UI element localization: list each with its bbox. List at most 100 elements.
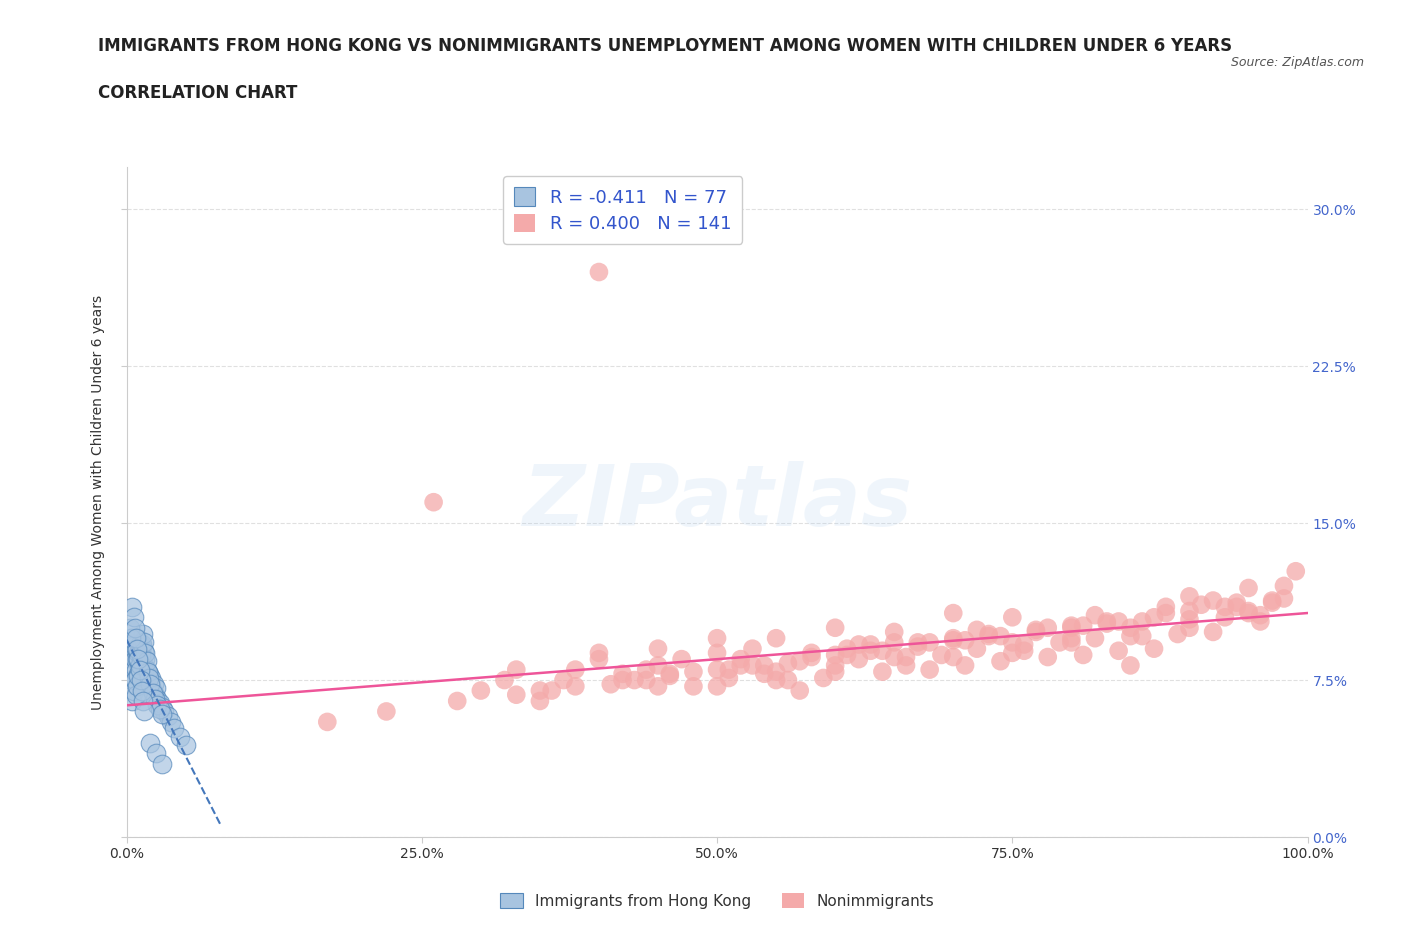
Point bbox=[124, 652, 146, 667]
Point bbox=[835, 642, 858, 657]
Point bbox=[136, 664, 159, 679]
Point bbox=[918, 662, 941, 677]
Point bbox=[623, 672, 645, 687]
Point bbox=[149, 696, 172, 711]
Point bbox=[824, 620, 846, 635]
Point bbox=[160, 714, 183, 729]
Point bbox=[135, 654, 157, 669]
Point bbox=[132, 627, 155, 642]
Point bbox=[138, 671, 160, 685]
Point bbox=[1119, 620, 1142, 635]
Point bbox=[612, 672, 634, 687]
Point bbox=[505, 687, 527, 702]
Point bbox=[156, 709, 179, 724]
Point bbox=[129, 650, 152, 665]
Point bbox=[942, 631, 965, 645]
Point bbox=[145, 681, 167, 696]
Point bbox=[446, 694, 468, 709]
Point bbox=[1012, 637, 1035, 652]
Point bbox=[1167, 627, 1189, 642]
Point bbox=[150, 700, 173, 715]
Point bbox=[1202, 625, 1225, 640]
Point bbox=[128, 658, 150, 673]
Point bbox=[143, 687, 166, 702]
Point bbox=[128, 637, 150, 652]
Point bbox=[741, 642, 763, 657]
Point bbox=[754, 667, 776, 682]
Point bbox=[1237, 580, 1260, 595]
Point bbox=[599, 677, 621, 692]
Point bbox=[125, 631, 148, 645]
Point bbox=[121, 694, 143, 709]
Point bbox=[953, 658, 976, 673]
Point bbox=[588, 265, 610, 280]
Text: Source: ZipAtlas.com: Source: ZipAtlas.com bbox=[1230, 56, 1364, 69]
Point bbox=[717, 671, 740, 685]
Point bbox=[121, 672, 143, 687]
Point bbox=[1084, 608, 1107, 623]
Point bbox=[848, 637, 870, 652]
Point bbox=[894, 650, 917, 665]
Point bbox=[135, 662, 157, 677]
Point bbox=[139, 736, 162, 751]
Point bbox=[145, 746, 167, 761]
Point bbox=[128, 662, 150, 677]
Point bbox=[1119, 629, 1142, 644]
Point bbox=[375, 704, 398, 719]
Point bbox=[1154, 600, 1177, 615]
Point bbox=[647, 679, 669, 694]
Point bbox=[859, 644, 882, 658]
Point bbox=[658, 669, 681, 684]
Point bbox=[169, 729, 191, 744]
Point bbox=[1049, 635, 1071, 650]
Point bbox=[1108, 614, 1130, 629]
Point bbox=[125, 687, 148, 702]
Point bbox=[1060, 635, 1083, 650]
Point bbox=[883, 635, 905, 650]
Point bbox=[612, 667, 634, 682]
Point bbox=[125, 662, 148, 677]
Point bbox=[1249, 614, 1271, 629]
Point bbox=[129, 672, 152, 687]
Point bbox=[1189, 597, 1212, 612]
Point bbox=[894, 658, 917, 673]
Point bbox=[1261, 593, 1284, 608]
Point bbox=[872, 644, 894, 658]
Point bbox=[505, 662, 527, 677]
Point bbox=[1154, 605, 1177, 620]
Point bbox=[1226, 595, 1249, 610]
Point bbox=[1036, 650, 1059, 665]
Point bbox=[1178, 589, 1201, 604]
Point bbox=[1084, 631, 1107, 645]
Point bbox=[153, 704, 176, 719]
Point bbox=[127, 642, 149, 657]
Point bbox=[1272, 578, 1295, 593]
Point bbox=[1001, 635, 1024, 650]
Point bbox=[1130, 629, 1153, 644]
Point bbox=[127, 652, 149, 667]
Point bbox=[883, 625, 905, 640]
Point bbox=[174, 737, 197, 752]
Point bbox=[125, 642, 148, 657]
Point bbox=[658, 667, 681, 682]
Point bbox=[682, 679, 704, 694]
Point bbox=[942, 650, 965, 665]
Point bbox=[717, 662, 740, 677]
Point bbox=[1237, 604, 1260, 618]
Point bbox=[132, 656, 155, 671]
Point bbox=[776, 656, 799, 671]
Point bbox=[1071, 647, 1094, 662]
Point bbox=[765, 664, 787, 679]
Point bbox=[800, 645, 823, 660]
Point bbox=[124, 620, 146, 635]
Point bbox=[918, 635, 941, 650]
Point bbox=[124, 672, 146, 687]
Point bbox=[139, 679, 162, 694]
Point bbox=[588, 645, 610, 660]
Point bbox=[1202, 593, 1225, 608]
Point bbox=[1226, 600, 1249, 615]
Point bbox=[134, 644, 156, 658]
Point bbox=[931, 647, 953, 662]
Point bbox=[540, 683, 562, 698]
Point bbox=[765, 672, 787, 687]
